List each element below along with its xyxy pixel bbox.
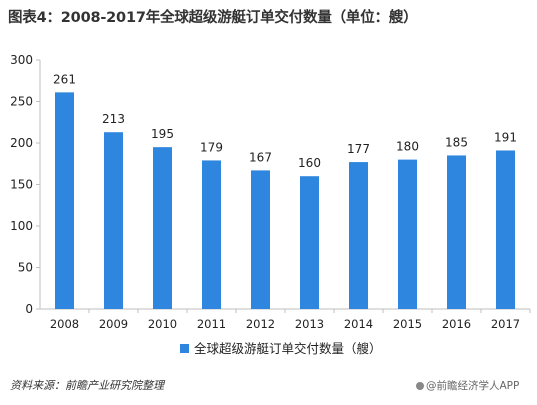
x-tick-label: 2014 [344, 317, 373, 331]
x-tick-label: 2017 [491, 317, 520, 331]
legend-label: 全球超级游艇订单交付数量（艘） [194, 341, 382, 356]
legend-swatch [180, 344, 189, 353]
chart-title: 图表4：2008-2017年全球超级游艇订单交付数量（单位：艘） [8, 10, 418, 26]
data-label: 213 [102, 112, 125, 126]
bar [398, 159, 417, 309]
x-tick-label: 2010 [148, 317, 177, 331]
y-tick-label: 250 [10, 95, 33, 109]
y-tick-label: 150 [10, 178, 33, 192]
y-tick-label: 50 [18, 261, 33, 275]
x-tick-label: 2016 [442, 317, 471, 331]
data-label: 261 [53, 72, 76, 86]
footer-watermark: @前瞻经济学人APP [416, 378, 519, 393]
x-tick-label: 2009 [99, 317, 128, 331]
x-tick-label: 2015 [393, 317, 422, 331]
data-label: 177 [347, 142, 370, 156]
bar [202, 160, 221, 309]
y-tick-label: 200 [10, 136, 33, 150]
data-label: 191 [494, 130, 517, 144]
y-tick-label: 300 [10, 53, 33, 67]
x-tick-label: 2008 [50, 317, 79, 331]
y-tick-label: 0 [25, 302, 33, 316]
bar [153, 147, 172, 309]
x-tick-label: 2011 [197, 317, 226, 331]
data-label: 185 [445, 135, 468, 149]
bar [447, 155, 466, 309]
footer-text: @前瞻经济学人APP [426, 380, 520, 392]
data-label: 167 [249, 150, 272, 164]
data-label: 180 [396, 140, 419, 154]
data-label: 160 [298, 156, 321, 170]
bar [55, 92, 74, 310]
y-tick-label: 100 [10, 219, 33, 233]
app-icon [416, 382, 424, 390]
x-tick-label: 2012 [246, 317, 275, 331]
bar [300, 176, 319, 309]
x-tick-label: 2013 [295, 317, 324, 331]
bar [251, 170, 270, 309]
bar [104, 132, 123, 309]
data-label: 195 [151, 127, 174, 141]
source-note: 资料来源：前瞻产业研究院整理 [10, 379, 164, 392]
bar [349, 162, 368, 309]
bar [496, 150, 515, 309]
data-label: 179 [200, 140, 223, 154]
